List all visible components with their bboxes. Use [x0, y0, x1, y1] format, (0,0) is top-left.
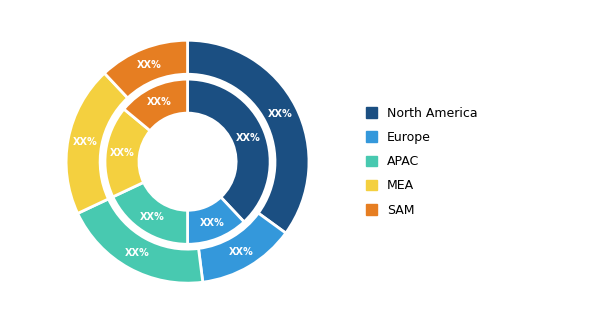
Wedge shape	[105, 109, 150, 197]
Text: XX%: XX%	[236, 133, 261, 143]
Text: XX%: XX%	[268, 109, 293, 119]
Text: XX%: XX%	[228, 247, 253, 257]
Text: XX%: XX%	[140, 212, 165, 222]
Text: XX%: XX%	[73, 137, 97, 147]
Text: XX%: XX%	[147, 97, 172, 107]
Wedge shape	[124, 79, 188, 131]
Text: XX%: XX%	[110, 148, 135, 158]
Wedge shape	[188, 40, 309, 233]
Wedge shape	[66, 73, 128, 214]
Text: XX%: XX%	[125, 248, 149, 258]
Legend: North America, Europe, APAC, MEA, SAM: North America, Europe, APAC, MEA, SAM	[361, 102, 483, 222]
Wedge shape	[105, 40, 188, 98]
Wedge shape	[198, 213, 286, 282]
Text: XX%: XX%	[137, 60, 162, 70]
Wedge shape	[113, 182, 188, 244]
Wedge shape	[188, 79, 270, 222]
Wedge shape	[188, 197, 244, 244]
Wedge shape	[77, 199, 203, 283]
Text: XX%: XX%	[199, 218, 224, 228]
